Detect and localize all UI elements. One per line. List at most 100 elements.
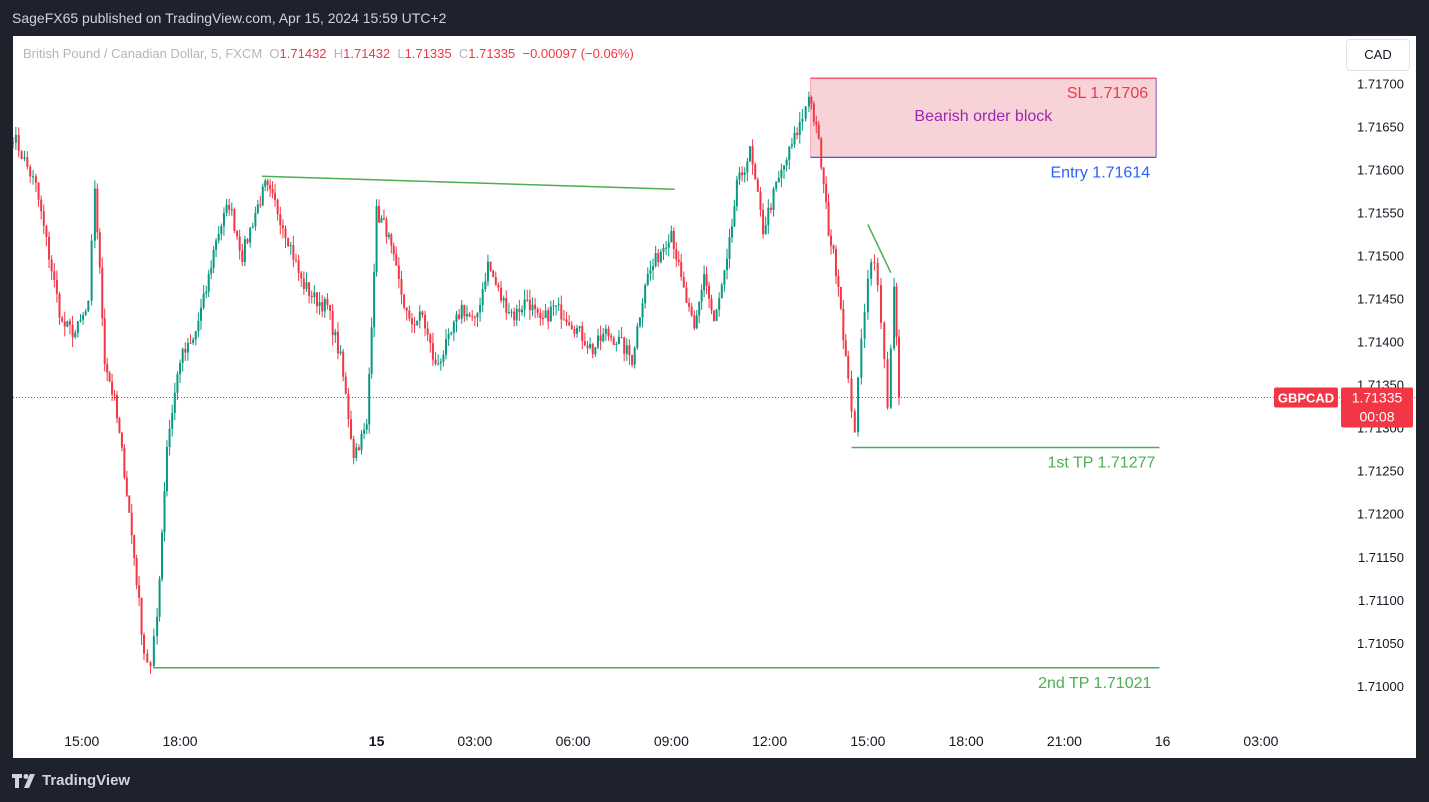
candle-body	[426, 328, 429, 335]
candle-body	[42, 211, 45, 226]
candle-body	[130, 512, 133, 536]
tp1-label: 1st TP 1.71277	[1047, 454, 1155, 471]
candle-body	[895, 286, 898, 337]
candle-body	[313, 292, 316, 298]
candle-body	[698, 301, 701, 316]
candle-body	[570, 325, 573, 330]
candle-body	[168, 428, 171, 447]
candle-body	[71, 324, 74, 338]
candle-body	[670, 231, 673, 243]
symbol-tag-bg	[1274, 387, 1338, 408]
candle-body	[352, 438, 355, 458]
candle-body	[181, 349, 184, 363]
candle-body	[271, 189, 274, 194]
candle-body	[370, 327, 373, 374]
candle-body	[557, 304, 560, 306]
currency-button[interactable]: CAD	[1346, 39, 1410, 71]
candle-body	[287, 237, 290, 247]
candle-body	[815, 121, 818, 125]
candle-body	[772, 188, 775, 210]
close-value: 1.71335	[468, 46, 516, 61]
candle-body	[594, 347, 597, 355]
candle-body	[657, 253, 660, 263]
candle-body	[276, 199, 279, 215]
candle-body	[292, 245, 295, 260]
candle-body	[576, 327, 579, 334]
candle-body	[115, 395, 118, 419]
candle-body	[494, 276, 497, 285]
y-tick-label: 1.71200	[1357, 507, 1404, 522]
candle-body	[839, 287, 842, 309]
candle-body	[827, 202, 830, 236]
candle-body	[850, 378, 853, 412]
candle-body	[870, 262, 873, 279]
candle-body	[246, 239, 249, 243]
candle-body	[756, 179, 759, 192]
candle-body	[205, 291, 208, 294]
candle-body	[785, 159, 788, 166]
candle-body	[471, 316, 474, 318]
candle-body	[32, 176, 35, 178]
y-tick-label: 1.71550	[1357, 205, 1404, 220]
candle-body	[492, 270, 495, 277]
candle-body	[101, 267, 104, 319]
candle-body	[649, 270, 652, 274]
candle-body	[344, 376, 347, 394]
x-tick-label: 03:00	[1243, 733, 1278, 749]
candle-body	[820, 138, 823, 168]
candle-body	[625, 345, 628, 354]
candle-body	[238, 236, 241, 251]
candle-body	[63, 321, 66, 327]
candle-body	[667, 242, 670, 248]
candle-body	[161, 532, 164, 580]
candle-body	[857, 377, 860, 433]
candle-body	[445, 339, 448, 355]
candle-body	[395, 254, 398, 266]
candle-body	[403, 294, 406, 308]
candle-body	[23, 157, 26, 159]
candle-body	[323, 299, 326, 312]
candle-body	[738, 172, 741, 180]
candle-body	[834, 248, 837, 277]
candle-body	[633, 347, 636, 365]
candle-body	[156, 616, 159, 637]
candle-body	[636, 326, 639, 348]
candle-body	[695, 315, 698, 329]
candle-body	[437, 363, 440, 365]
candle-body	[521, 309, 524, 313]
candlestick-chart[interactable]: SL 1.71706 Bearish order block Entry 1.716…	[13, 36, 1416, 758]
candle-body	[844, 340, 847, 356]
candle-body	[589, 344, 592, 348]
candle-body	[817, 124, 820, 139]
candle-body	[98, 232, 101, 268]
candle-body	[184, 349, 187, 353]
chart-panel[interactable]: SL 1.71706 Bearish order block Entry 1.716…	[13, 36, 1416, 758]
price-tag-value: 1.71335	[1352, 390, 1403, 406]
y-tick-label: 1.71150	[1358, 550, 1404, 565]
candle-body	[297, 260, 300, 273]
candle-body	[547, 310, 550, 322]
candle-body	[602, 333, 605, 342]
candle-body	[284, 228, 287, 238]
candle-body	[705, 274, 708, 286]
y-tick-label: 1.71100	[1358, 593, 1404, 608]
candle-body	[152, 636, 155, 667]
x-tick-label: 18:00	[163, 733, 198, 749]
candle-body	[484, 281, 487, 290]
y-tick-label: 1.71600	[1357, 162, 1404, 177]
candle-body	[243, 239, 246, 263]
candle-body	[708, 285, 711, 299]
candle-body	[515, 308, 518, 321]
candle-body	[108, 372, 111, 382]
candle-body	[780, 169, 783, 178]
candle-body	[581, 326, 584, 342]
candle-body	[505, 298, 508, 313]
candle-body	[217, 234, 220, 241]
candle-body	[842, 308, 845, 341]
candle-body	[638, 317, 641, 327]
candle-body	[326, 299, 329, 306]
close-label: C	[458, 46, 469, 61]
tradingview-logo[interactable]: TradingView	[12, 772, 130, 789]
candle-body	[767, 207, 770, 226]
candle-body	[347, 393, 350, 420]
